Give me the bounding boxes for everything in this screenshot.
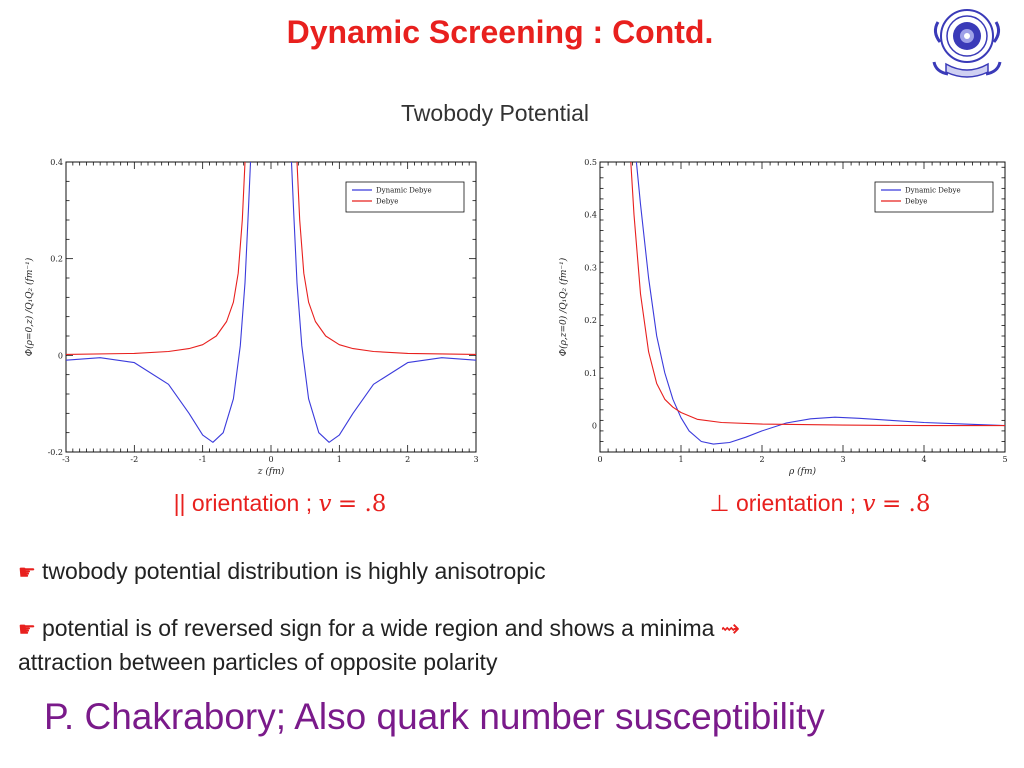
legend-label: Dynamic Debye <box>376 187 432 195</box>
pointing-hand-icon: ☛ <box>18 562 36 584</box>
series-group <box>630 162 1005 445</box>
x-tick-label: 3 <box>840 455 845 464</box>
x-tick-label: 2 <box>759 455 764 464</box>
caption-parallel-var: v <box>318 491 332 517</box>
caption-parallel-equals: = .8 <box>337 491 387 517</box>
legend-label: Debye <box>905 198 927 206</box>
x-tick-label: 0 <box>268 455 273 464</box>
chart-perpendicular: 0 1 2 3 4 5 0 0.1 0.2 0.3 0.4 0.5 ρ (fm) Φ(ρ,z=0) /Q₁… <box>558 158 1008 477</box>
series-line-dynamic-debye <box>290 162 476 443</box>
footer-citation: P. Chakrabory; Also quark number suscept… <box>44 696 825 737</box>
x-tick-label: 3 <box>473 455 478 464</box>
x-tick-label: 4 <box>921 455 926 464</box>
chart-parallel: -3 -2 -1 0 1 2 3 -0.2 0 0.2 0.4 z (fm) Φ(ρ=0,z) /Q₁Q… <box>24 158 479 477</box>
x-axis-label: ρ (fm) <box>788 466 817 477</box>
caption-perpendicular: ⊥ orientation ; v = .8 <box>620 490 1020 517</box>
caption-perpendicular-prefix: ⊥ orientation ; <box>709 490 857 516</box>
slide-title: Dynamic Screening : Contd. <box>286 14 714 50</box>
x-tick-label: 1 <box>678 455 683 464</box>
squiggly-arrow-icon: ⇝ <box>720 616 741 642</box>
y-tick-label: 0.4 <box>50 158 63 167</box>
legend-label: Debye <box>376 198 398 206</box>
bullet-text: twobody potential distribution is highly… <box>41 558 546 584</box>
university-seal-icon <box>932 9 1002 78</box>
y-axis-label: Φ(ρ,z=0) /Q₁Q₂ (fm⁻¹) <box>558 257 569 356</box>
bullet-text-continued: attraction between particles of opposite… <box>18 649 498 675</box>
series-line-dynamic-debye <box>66 162 252 443</box>
x-tick-label: 5 <box>1002 455 1007 464</box>
pointing-hand-icon: ☛ <box>18 619 36 641</box>
series-line-dynamic-debye <box>635 162 1005 445</box>
series-line-debye <box>66 162 246 355</box>
slide-subtitle: Twobody Potential <box>401 100 589 126</box>
caption-perpendicular-equals: = .8 <box>881 491 931 517</box>
caption-parallel: || orientation ; v = .8 <box>80 490 480 517</box>
x-tick-label: 2 <box>405 455 410 464</box>
caption-parallel-prefix: || orientation ; <box>173 490 313 516</box>
y-tick-label: 0.2 <box>584 316 597 325</box>
bullet-text: potential is of reversed sign for a wide… <box>41 615 715 641</box>
series-line-debye <box>630 162 1005 427</box>
x-tick-label: -1 <box>199 455 207 464</box>
y-axis-label: Φ(ρ=0,z) /Q₁Q₂ (fm⁻¹) <box>24 257 35 356</box>
x-tick-label: 1 <box>337 455 342 464</box>
caption-perpendicular-var: v <box>862 491 876 517</box>
y-tick-label: 0.5 <box>584 158 597 167</box>
y-tick-label: 0.1 <box>584 369 597 378</box>
y-tick-label: 0.3 <box>584 263 597 272</box>
bullet-anisotropic: ☛ twobody potential distribution is highl… <box>18 555 1008 589</box>
y-tick-label: 0.4 <box>584 211 597 220</box>
y-tick-label: 0.2 <box>50 255 63 264</box>
legend-box <box>345 181 465 213</box>
y-tick-label: 0 <box>58 351 63 360</box>
series-line-debye <box>296 162 476 355</box>
x-tick-label: 0 <box>597 455 602 464</box>
bullet-reversed-sign: ☛ potential is of reversed sign for a wid… <box>18 612 1008 678</box>
x-tick-label: -2 <box>130 455 138 464</box>
x-axis-label: z (fm) <box>257 466 285 477</box>
y-tick-label: -0.2 <box>48 448 63 457</box>
series-group <box>66 162 476 443</box>
y-tick-label: 0 <box>592 422 597 431</box>
legend-box <box>874 181 994 213</box>
x-tick-label: -3 <box>62 455 70 464</box>
legend-label: Dynamic Debye <box>905 187 961 195</box>
